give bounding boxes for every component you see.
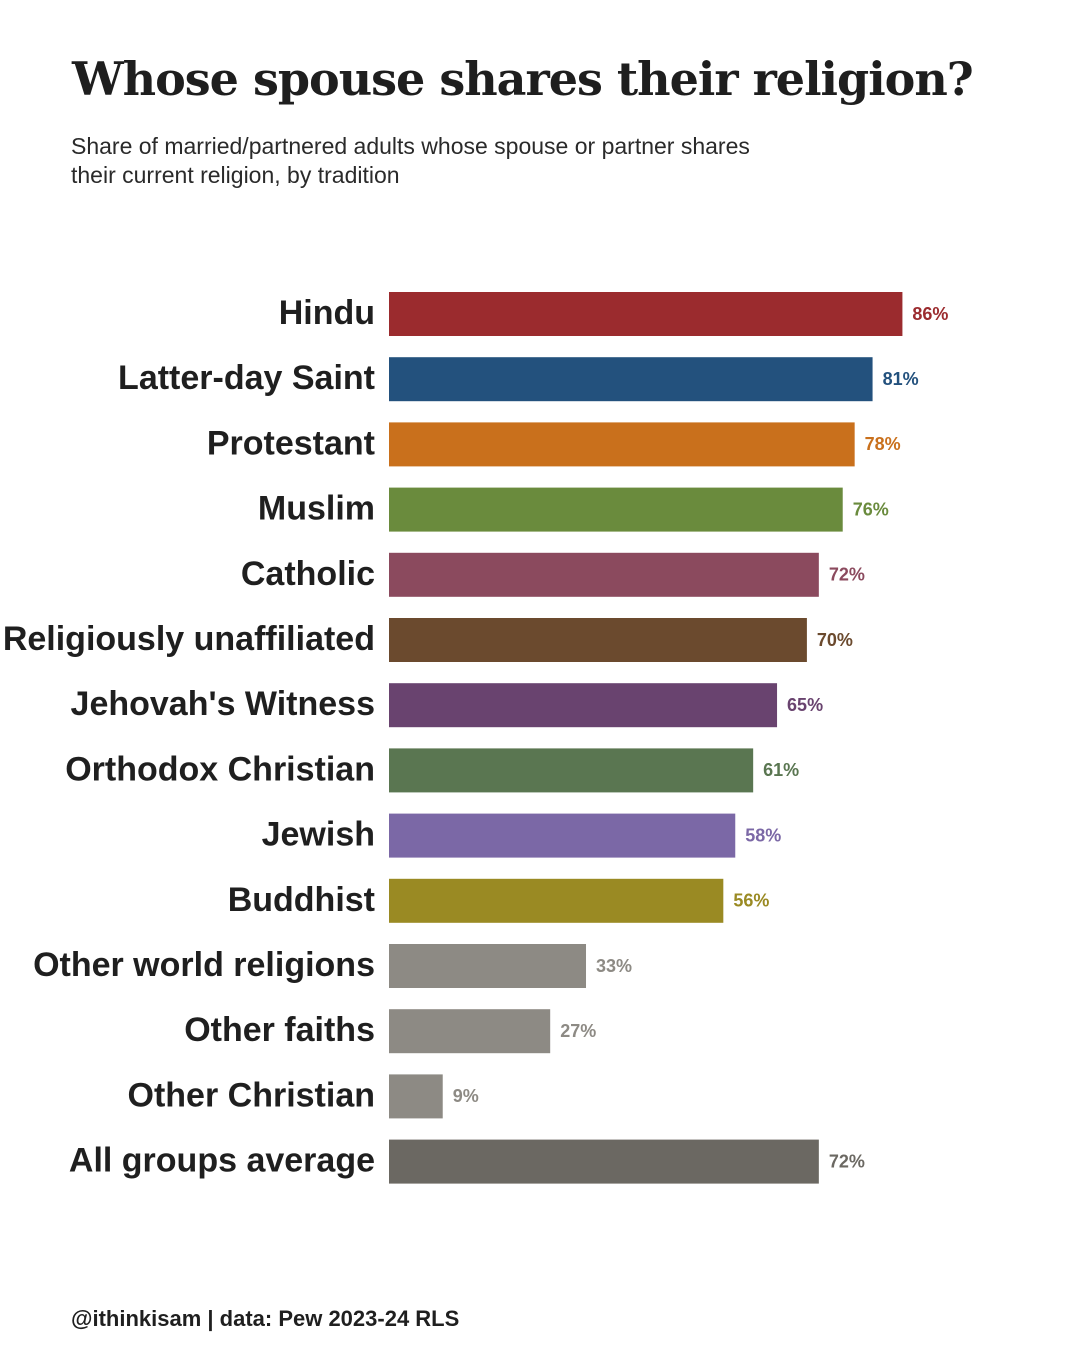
value-label-religiously-unaffiliated: 70% xyxy=(817,630,853,650)
chart-title: Whose spouse shares their religion? xyxy=(72,52,974,106)
category-label-all-groups-average: All groups average xyxy=(69,1142,375,1180)
bar-other-christian xyxy=(389,1074,443,1119)
value-label-jewish: 58% xyxy=(745,825,781,845)
value-label-orthodox-christian: 61% xyxy=(763,760,799,780)
bar-buddhist xyxy=(389,878,724,923)
category-label-catholic: Catholic xyxy=(241,555,375,593)
value-label-other-faiths: 27% xyxy=(560,1021,596,1041)
bar-chart: Hindu 86% Latter-day Saint 81% Protestant 78%… xyxy=(3,292,948,1184)
bar-jehovah-s-witness xyxy=(389,683,778,728)
category-label-protestant: Protestant xyxy=(207,424,375,462)
value-label-other-world-religions: 33% xyxy=(596,956,632,976)
category-label-religiously-unaffiliated: Religiously unaffiliated xyxy=(3,620,375,658)
bar-orthodox-christian xyxy=(389,748,754,793)
category-label-other-world-religions: Other world religions xyxy=(33,946,375,984)
value-label-latter-day-saint: 81% xyxy=(883,369,919,389)
category-label-jewish: Jewish xyxy=(262,816,375,854)
category-label-orthodox-christian: Orthodox Christian xyxy=(65,750,375,788)
bar-religiously-unaffiliated xyxy=(389,618,807,662)
value-label-hindu: 86% xyxy=(912,304,948,324)
category-label-jehovah-s-witness: Jehovah's Witness xyxy=(71,685,375,723)
category-label-hindu: Hindu xyxy=(279,294,375,332)
category-label-other-faiths: Other faiths xyxy=(184,1011,375,1049)
bar-other-world-religions xyxy=(389,944,587,988)
bar-other-faiths xyxy=(389,1009,551,1054)
value-label-all-groups-average: 72% xyxy=(829,1151,865,1171)
bar-all-groups-average xyxy=(389,1139,819,1184)
bar-muslim xyxy=(389,487,843,532)
category-label-latter-day-saint: Latter-day Saint xyxy=(118,359,375,397)
bar-catholic xyxy=(389,552,819,597)
chart-subtitle: Share of married/partnered adults whose … xyxy=(71,133,750,188)
value-label-other-christian: 9% xyxy=(453,1086,479,1106)
bar-jewish xyxy=(389,813,736,858)
category-label-muslim: Muslim xyxy=(258,490,375,528)
value-label-buddhist: 56% xyxy=(733,891,769,911)
value-label-protestant: 78% xyxy=(865,434,901,454)
bar-protestant xyxy=(389,422,855,467)
category-label-other-christian: Other Christian xyxy=(128,1076,375,1114)
value-label-jehovah-s-witness: 65% xyxy=(787,695,823,715)
value-label-catholic: 72% xyxy=(829,565,865,585)
source-credit: @ithinkisam | data: Pew 2023-24 RLS xyxy=(71,1306,460,1331)
bar-latter-day-saint xyxy=(389,357,873,402)
category-label-buddhist: Buddhist xyxy=(228,881,375,919)
bar-hindu xyxy=(389,292,903,336)
value-label-muslim: 76% xyxy=(853,499,889,519)
